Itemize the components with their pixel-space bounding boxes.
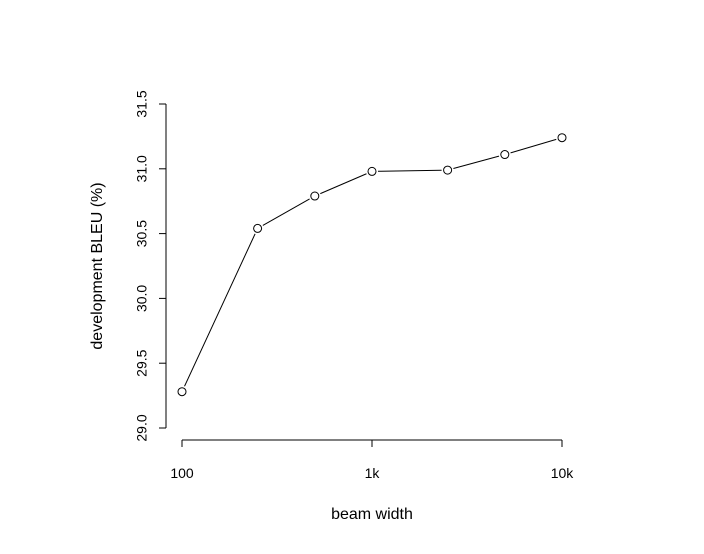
- y-tick-label: 30.5: [134, 220, 150, 247]
- x-tick-label: 100: [170, 465, 194, 481]
- y-tick-label: 29.5: [134, 349, 150, 376]
- series-line-segment: [510, 138, 557, 154]
- series-line-segment: [377, 169, 442, 172]
- series-line-segment: [184, 233, 256, 387]
- y-tick-label: 31.5: [134, 90, 150, 117]
- series-line-segment: [453, 155, 500, 170]
- x-axis-label: beam width: [331, 506, 413, 523]
- data-point: [557, 133, 567, 143]
- data-point: [177, 387, 187, 397]
- series-group: [177, 133, 567, 397]
- data-point: [310, 191, 320, 201]
- data-point: [367, 166, 377, 176]
- y-axis-label: development BLEU (%): [89, 182, 106, 349]
- y-tick-label: 30.0: [134, 285, 150, 312]
- data-point: [500, 150, 510, 160]
- series-line-segment: [320, 173, 367, 195]
- x-tick-label: 10k: [551, 465, 575, 481]
- series-line-segment: [262, 198, 310, 226]
- axes: 29.0 29.5 30.0 30.5 31.0 31.5 100 1k 10k: [134, 90, 575, 481]
- x-tick-label: 1k: [365, 465, 381, 481]
- data-point: [253, 223, 263, 233]
- y-tick-label: 31.0: [134, 155, 150, 182]
- data-point: [443, 165, 453, 175]
- y-tick-label: 29.0: [134, 414, 150, 441]
